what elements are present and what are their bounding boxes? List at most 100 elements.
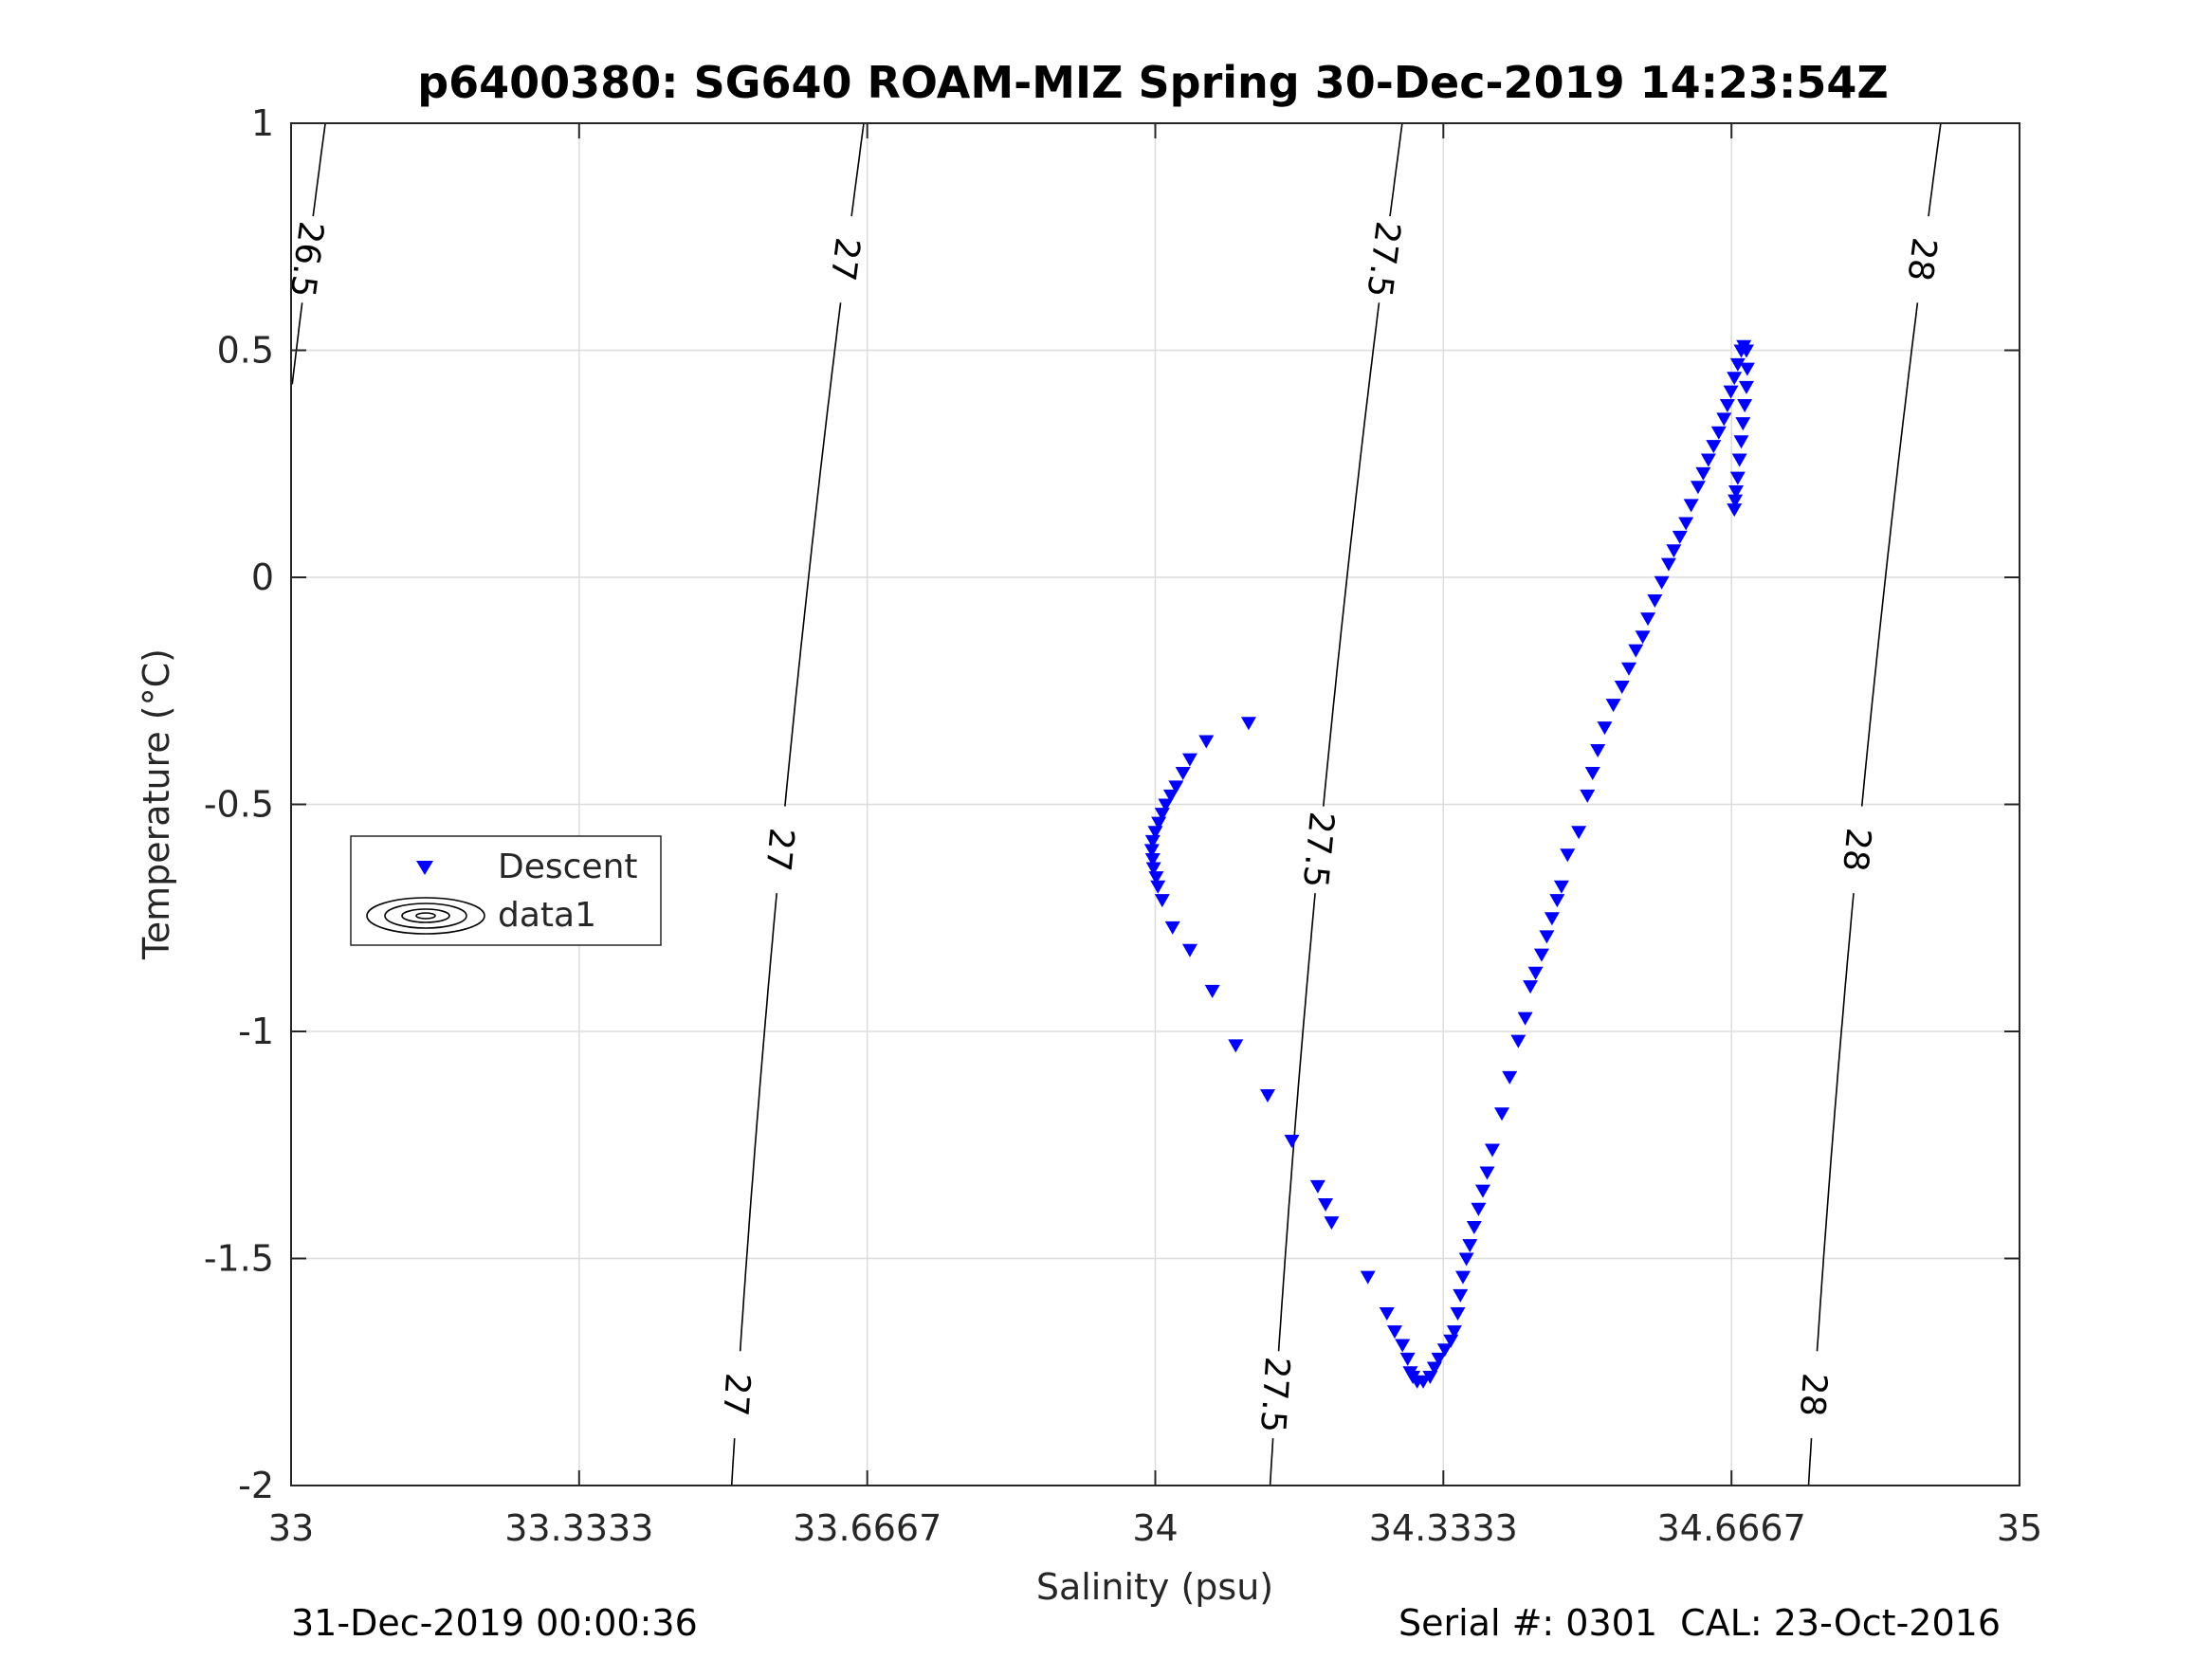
isopycnal-label: 27.5: [1295, 810, 1341, 889]
data-point: [1733, 435, 1749, 449]
data-point: [1164, 921, 1180, 935]
descent-series: [1143, 339, 1755, 1389]
legend-descent-marker: [416, 861, 433, 875]
data-point: [1731, 453, 1747, 467]
data-point: [1647, 593, 1663, 608]
data-point: [1240, 717, 1256, 731]
isopycnal-label: 27: [823, 235, 867, 283]
data-point: [1729, 357, 1746, 372]
isopycnal-label-gap: [1797, 1350, 1832, 1440]
data-point: [1147, 826, 1163, 840]
data-point: [1386, 1325, 1402, 1340]
data-point: [1198, 735, 1215, 749]
isopycnal-label-gap: [762, 805, 799, 895]
data-point: [1154, 894, 1170, 908]
data-point: [1590, 744, 1606, 758]
isopycnal-label-gap: [291, 214, 328, 305]
data-point: [1544, 912, 1560, 926]
data-point: [1458, 1252, 1474, 1267]
data-point: [1549, 894, 1565, 908]
data-point: [1523, 980, 1539, 994]
y-tick-label: -1.5: [204, 1238, 274, 1280]
data-point: [1738, 344, 1754, 358]
isopycnal-label-gap: [826, 214, 867, 305]
data-point: [1181, 943, 1197, 957]
data-point: [1204, 984, 1220, 998]
data-point: [1484, 1143, 1500, 1158]
data-point: [1181, 753, 1197, 767]
data-point: [1228, 1039, 1244, 1053]
data-point: [1710, 426, 1727, 440]
x-tick-label: 35: [1997, 1507, 2042, 1549]
isopycnal-label-gap: [720, 1350, 755, 1440]
data-point: [1395, 1339, 1411, 1353]
data-point: [1729, 471, 1746, 485]
x-tick-label: 34: [1132, 1507, 1178, 1549]
y-tick-label: 1: [251, 102, 274, 144]
data-point: [1728, 494, 1744, 508]
isopycnal-label: 28: [1792, 1372, 1834, 1417]
y-tick-label: 0: [251, 556, 274, 598]
data-point: [1635, 630, 1651, 645]
data-point: [1735, 417, 1751, 431]
isopycnal-label-gap: [1258, 1350, 1293, 1440]
x-tick-label: 33.6667: [793, 1507, 941, 1549]
x-tick-label: 34.3333: [1369, 1507, 1518, 1549]
chart-title: p6400380: SG640 ROAM-MIZ Spring 30-Dec-2…: [417, 57, 1889, 108]
data-point: [1379, 1306, 1395, 1321]
data-point: [1716, 412, 1732, 427]
legend-box: [350, 835, 662, 946]
data-point: [1284, 1134, 1300, 1148]
data-point: [1666, 544, 1682, 558]
data-point: [1144, 834, 1161, 848]
data-point: [1450, 1306, 1466, 1321]
data-point: [1446, 1325, 1462, 1340]
data-point: [1144, 852, 1161, 866]
legend-label-descent: Descent: [498, 848, 638, 886]
data-point: [1436, 1343, 1453, 1358]
data-point: [1162, 789, 1179, 803]
data-point: [1727, 503, 1743, 518]
data-point: [1580, 789, 1596, 803]
data-point: [1660, 557, 1676, 572]
data-point: [1466, 1220, 1482, 1234]
data-point: [1621, 662, 1637, 676]
data-point: [1502, 1070, 1518, 1085]
data-point: [1672, 530, 1688, 544]
footer-timestamp: 31-Dec-2019 00:00:36: [291, 1602, 698, 1644]
data-point: [1145, 862, 1161, 876]
legend-data1-marker: [366, 897, 485, 935]
data-point: [1168, 780, 1184, 794]
data-point: [1416, 1375, 1432, 1389]
data-point: [1399, 1352, 1416, 1366]
data-point: [1683, 499, 1699, 513]
data-point: [1426, 1361, 1442, 1376]
y-tick-label: -2: [238, 1465, 274, 1506]
data-point: [1719, 398, 1735, 412]
data-point: [1560, 848, 1576, 863]
data-point: [1494, 1107, 1510, 1121]
data-point: [1723, 385, 1739, 399]
data-point: [1640, 612, 1656, 627]
legend: Descent data1: [350, 835, 662, 946]
x-tick-label: 33: [268, 1507, 314, 1549]
data-point: [1728, 484, 1745, 499]
data-point: [1628, 644, 1644, 658]
data-point: [1739, 362, 1755, 376]
data-point: [1654, 575, 1670, 590]
data-point: [1360, 1270, 1376, 1285]
isopycnal-label: 27: [715, 1372, 757, 1417]
x-tick-label: 33.3333: [504, 1507, 653, 1549]
data-point: [1148, 871, 1164, 885]
isopycnal-label: 28: [1835, 827, 1877, 874]
data-point: [1431, 1352, 1447, 1366]
x-tick-label: 34.6667: [1657, 1507, 1806, 1549]
data-point: [1158, 798, 1174, 812]
data-point: [1533, 948, 1549, 962]
isopycnal-label-gap: [1364, 214, 1404, 305]
data-point: [1259, 1089, 1275, 1103]
data-point: [1175, 766, 1191, 780]
data-point: [1597, 721, 1613, 736]
